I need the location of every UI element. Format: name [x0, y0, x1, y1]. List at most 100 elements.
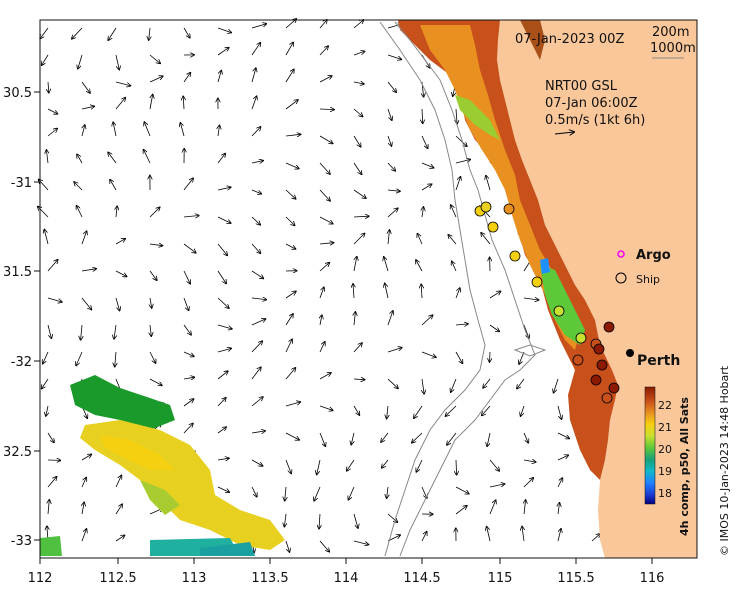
current-vector	[44, 230, 49, 245]
current-vector	[150, 297, 152, 308]
current-vector	[42, 54, 49, 65]
plot-area: Perth	[38, 19, 698, 559]
current-vector	[319, 243, 334, 244]
current-vector	[77, 154, 83, 164]
current-vector	[251, 397, 263, 407]
current-vector	[353, 108, 363, 117]
current-vector	[387, 535, 400, 542]
y-tick-label: -33	[11, 534, 32, 549]
current-vector	[557, 432, 569, 439]
current-vector	[319, 342, 325, 353]
current-vector	[353, 405, 359, 415]
current-vector	[319, 373, 331, 380]
current-vector	[285, 42, 293, 56]
current-vector	[489, 324, 499, 332]
current-vector	[144, 122, 151, 137]
current-vector	[149, 95, 153, 110]
x-tick-label: 113	[182, 571, 207, 586]
current-vector	[183, 399, 194, 407]
current-vector	[522, 527, 524, 542]
x-tick-label: 115	[488, 571, 513, 586]
ship-observation	[601, 392, 613, 404]
ship-observation	[487, 221, 499, 233]
current-vector	[320, 315, 322, 326]
current-vector	[251, 298, 266, 300]
current-vector	[149, 54, 160, 63]
current-vector	[353, 135, 361, 147]
current-vector	[74, 182, 83, 191]
current-vector	[557, 478, 562, 488]
current-vector	[183, 424, 193, 434]
credit-text: © IMOS 10-Jan-2023 14:48 Hobart	[718, 365, 731, 556]
current-vector	[455, 324, 468, 325]
current-vector	[183, 73, 190, 83]
x-tick-label: 115.5	[557, 571, 594, 586]
current-vector	[183, 297, 189, 310]
current-vector	[183, 243, 196, 253]
current-vector	[319, 405, 333, 410]
current-vector	[285, 402, 300, 407]
ship-observation	[572, 354, 584, 366]
current-vector	[217, 243, 227, 255]
sst-coastal-band	[398, 20, 618, 480]
current-vector	[46, 150, 48, 164]
current-vector	[47, 477, 57, 488]
current-vector	[412, 432, 423, 443]
x-tick-label: 112.5	[99, 571, 136, 586]
current-vector	[455, 288, 460, 299]
colorbar	[644, 386, 656, 505]
current-vector	[387, 135, 392, 146]
scale-label: 0.5m/s (1kt 6h)	[545, 113, 645, 128]
ship-legend-label: Ship	[636, 273, 660, 286]
current-vector	[251, 161, 263, 163]
current-vector	[251, 24, 266, 29]
current-vector	[448, 235, 457, 245]
current-vector	[353, 513, 358, 528]
current-vector	[421, 162, 434, 168]
ship-observation	[593, 343, 605, 355]
current-vector	[76, 351, 83, 366]
current-vector	[353, 20, 364, 29]
current-vector	[421, 532, 427, 542]
current-vector	[48, 500, 49, 515]
current-vector	[183, 351, 194, 356]
current-vector	[149, 244, 163, 246]
current-vector	[557, 529, 561, 542]
current-vector	[217, 270, 226, 284]
current-vector	[46, 405, 48, 416]
current-vector	[116, 206, 117, 218]
current-vector	[319, 162, 330, 174]
current-vector	[519, 351, 525, 364]
current-vector	[388, 230, 390, 245]
current-vector	[78, 54, 83, 69]
sst-patch-southwest	[40, 375, 285, 556]
perth-marker	[626, 349, 634, 357]
current-vector	[251, 341, 262, 353]
contour-200m-label: 200m	[652, 25, 689, 40]
y-tick-label: 31.5	[3, 265, 32, 280]
ship-observation	[575, 332, 587, 344]
contour-1000m-label: 1000m	[650, 41, 696, 56]
colorbar-tick: 19	[658, 465, 672, 478]
current-vector	[81, 269, 96, 271]
current-vector	[351, 432, 354, 445]
current-vector	[251, 431, 265, 433]
y-tick-label: -32	[11, 355, 32, 370]
current-vector	[108, 27, 117, 40]
current-vector	[251, 127, 261, 137]
scale-arrow	[554, 132, 574, 134]
current-vector	[217, 71, 221, 83]
current-vector	[149, 351, 156, 363]
argo-legend-icon	[617, 250, 625, 258]
current-vector	[385, 283, 389, 299]
current-vector	[353, 284, 354, 299]
current-vector	[115, 504, 122, 515]
current-vector	[487, 527, 491, 542]
current-vector	[43, 351, 49, 364]
current-vector	[387, 311, 393, 326]
ship-observation	[590, 374, 602, 386]
current-vector	[115, 475, 121, 488]
current-vector	[217, 27, 231, 33]
current-vector	[319, 189, 330, 201]
